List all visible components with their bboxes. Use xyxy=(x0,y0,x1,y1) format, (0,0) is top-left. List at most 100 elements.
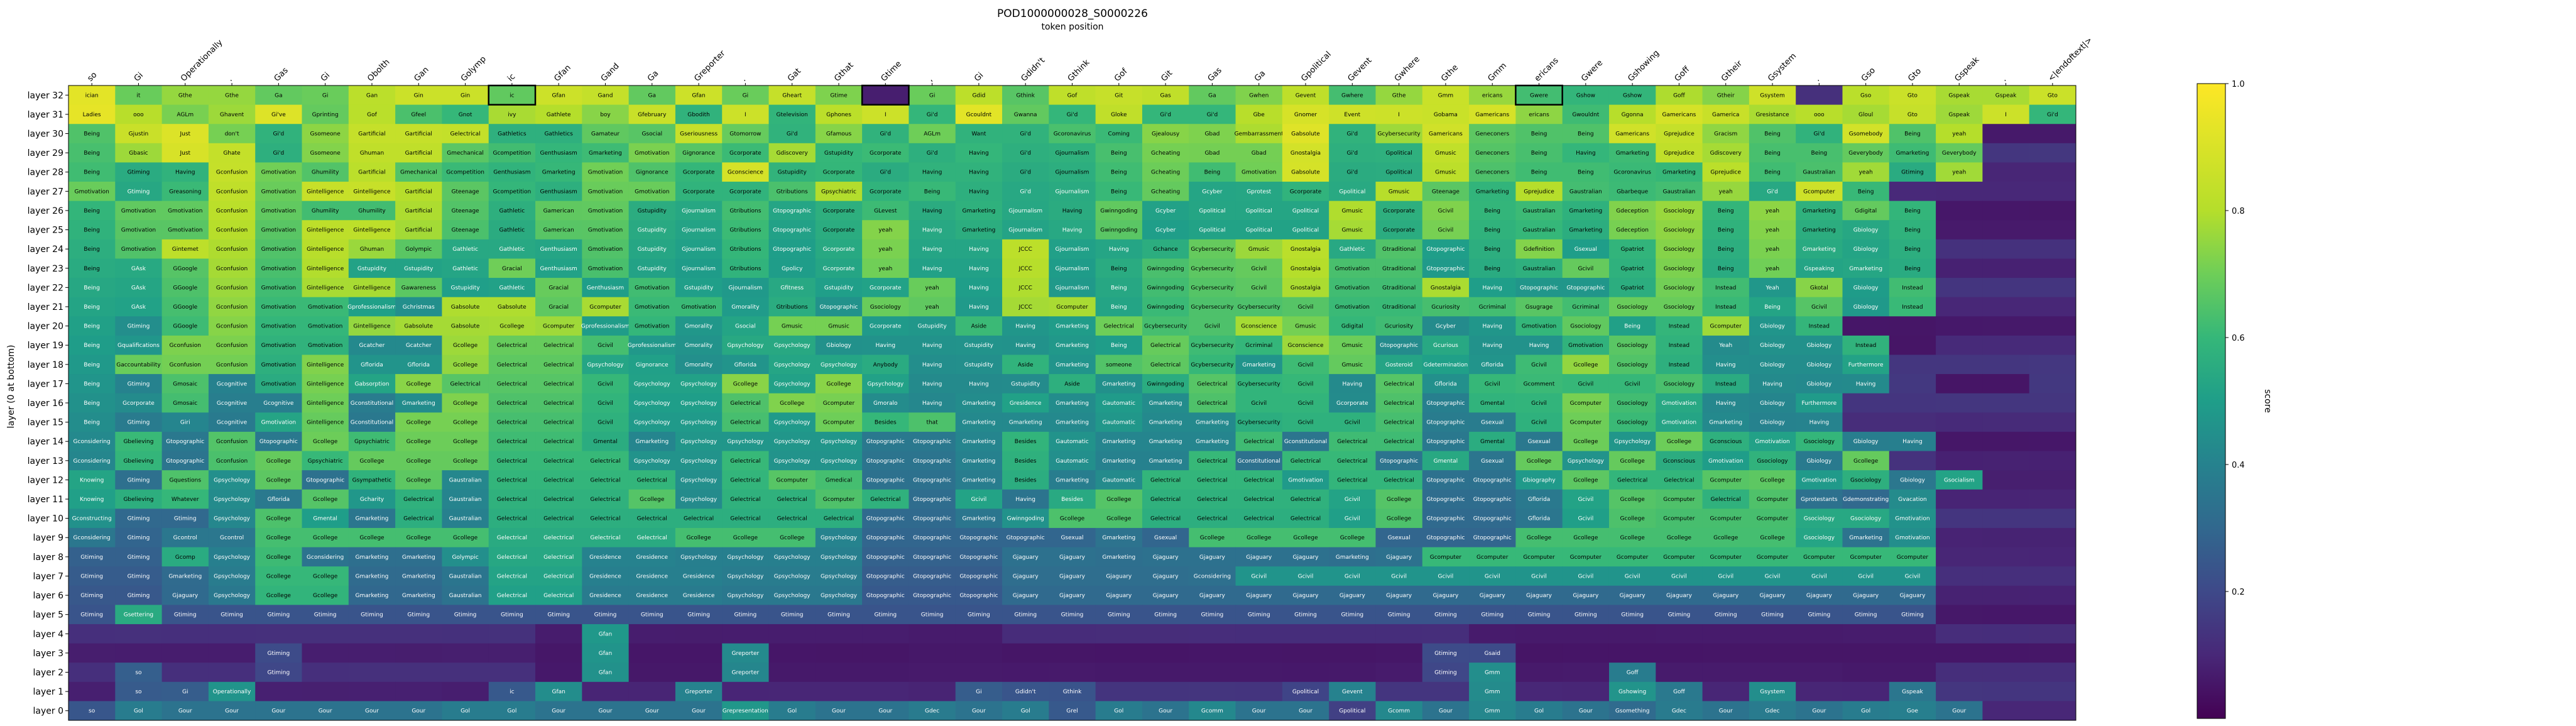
heatmap-cell xyxy=(1422,335,1470,355)
heatmap-cell xyxy=(348,162,396,182)
heatmap-cell xyxy=(68,624,116,644)
heatmap-cell xyxy=(1282,278,1329,298)
heatmap-cell xyxy=(909,104,956,124)
cell-label: Gpsychiatric xyxy=(821,189,856,195)
cell-label: Gpsychology xyxy=(634,381,671,387)
heatmap-cell xyxy=(1562,85,1610,106)
cell-label: Gathletic xyxy=(452,246,478,253)
heatmap-cell xyxy=(1282,297,1329,317)
heatmap-cell xyxy=(1982,278,2030,298)
heatmap-cell xyxy=(768,258,816,278)
heatmap-cell xyxy=(1889,239,1936,259)
heatmap-cell xyxy=(1702,335,1750,355)
layer-tick-label: layer 0 xyxy=(33,707,63,717)
heatmap-cell xyxy=(208,624,256,644)
token-tick-label: Gevent xyxy=(1346,56,1374,84)
cell-label: Gelectrical xyxy=(590,535,620,541)
cell-label: Gelectrical xyxy=(1197,497,1227,503)
heatmap-cell xyxy=(1469,239,1516,259)
token-tick-label: so xyxy=(85,70,99,84)
cell-label: Gtopographic xyxy=(913,535,951,541)
heatmap-cell xyxy=(1142,182,1189,202)
cell-label: Gjaguary xyxy=(1059,573,1086,580)
cell-label: Gjaguary xyxy=(1153,554,1179,561)
heatmap-cell xyxy=(1562,239,1610,259)
heatmap-cell xyxy=(1235,297,1283,317)
heatmap-cell xyxy=(1982,527,2030,548)
cell-label: Having xyxy=(969,266,989,272)
cell-label: Gnomer xyxy=(1294,112,1317,118)
cell-label: Gstupidity xyxy=(638,266,667,272)
cell-label: Gtiming xyxy=(1715,612,1737,619)
cell-label: Gelectrical xyxy=(1197,477,1227,483)
heatmap-cell xyxy=(208,182,256,202)
heatmap-cell xyxy=(1608,316,1656,336)
heatmap-cell xyxy=(582,85,630,106)
cell-label: Gelectrical xyxy=(590,458,620,465)
token-tick-label: Gat xyxy=(786,67,803,84)
heatmap-cell xyxy=(955,104,1003,124)
heatmap-cell xyxy=(815,663,863,683)
cell-label: Gjaguary xyxy=(1806,593,1833,599)
cell-label: Gpolitical xyxy=(1199,208,1225,214)
heatmap-cell xyxy=(348,335,396,355)
cell-label: don't xyxy=(225,131,239,138)
cell-label: Gcyber xyxy=(1155,208,1176,214)
heatmap-cell xyxy=(955,258,1003,278)
cell-label: Gcivil xyxy=(1811,573,1827,580)
heatmap-cell xyxy=(1282,124,1329,144)
heatmap-cell xyxy=(255,104,303,124)
heatmap-cell xyxy=(1049,297,1096,317)
heatmap-cell xyxy=(1469,316,1516,336)
cell-label: Gmosaic xyxy=(173,381,197,387)
heatmap-cell xyxy=(1656,124,1703,144)
heatmap-cell xyxy=(115,297,163,317)
heatmap-cell xyxy=(1515,297,1563,317)
cell-label: Gour xyxy=(1252,708,1266,715)
heatmap-cell xyxy=(161,85,209,106)
heatmap-cell xyxy=(1095,162,1143,182)
cell-label: Gcollege xyxy=(359,458,385,465)
cell-label: Gcollege xyxy=(1667,535,1692,541)
heatmap-cell xyxy=(1936,681,1983,701)
cell-label: Gracism xyxy=(1714,131,1737,138)
cell-label: Being xyxy=(84,131,100,138)
heatmap-cell xyxy=(1608,239,1656,259)
heatmap-cell xyxy=(1375,663,1423,683)
cell-label: Gcivil xyxy=(1298,573,1314,580)
heatmap-cell xyxy=(1002,220,1049,240)
heatmap-cell xyxy=(68,278,116,298)
heatmap-cell xyxy=(1982,566,2030,586)
cell-label: Gmedical xyxy=(826,477,852,483)
heatmap-cell xyxy=(1422,374,1470,394)
cell-label: Gartificial xyxy=(358,170,385,176)
heatmap-cell xyxy=(1189,124,1236,144)
cell-label: Being xyxy=(84,381,100,387)
heatmap-cell xyxy=(1095,239,1143,259)
cell-label: Grel xyxy=(1066,708,1078,715)
heatmap-cell xyxy=(768,162,816,182)
heatmap-cell xyxy=(1375,374,1423,394)
heatmap-cell xyxy=(1282,104,1329,124)
cell-label: Gtiming xyxy=(1061,612,1084,619)
heatmap-cell xyxy=(442,624,489,644)
cell-label: Gcollege xyxy=(407,477,432,483)
cell-label: I xyxy=(885,112,887,118)
heatmap-cell xyxy=(395,355,442,375)
heatmap-cell xyxy=(161,201,209,221)
cell-label: Goff xyxy=(1673,689,1685,695)
layer-tick-label: layer 16 xyxy=(28,399,63,409)
cell-label: boy xyxy=(600,112,611,118)
cell-label: Gi xyxy=(322,92,328,99)
cell-label: Gcomputer xyxy=(823,400,855,407)
cell-label: Gcollege xyxy=(1527,535,1552,541)
cell-label: Gcoronavirus xyxy=(1054,131,1091,138)
cell-label: Gcivil xyxy=(598,420,613,426)
cell-label: Gdec xyxy=(925,708,939,715)
layer-tick-label: layer 12 xyxy=(28,475,63,485)
heatmap-cell xyxy=(442,85,489,106)
cell-label: Gmarketing xyxy=(962,400,995,407)
cell-label: ericans xyxy=(1529,112,1549,118)
heatmap-cell xyxy=(675,393,723,413)
cell-label: Gmarketing xyxy=(1896,150,1929,157)
